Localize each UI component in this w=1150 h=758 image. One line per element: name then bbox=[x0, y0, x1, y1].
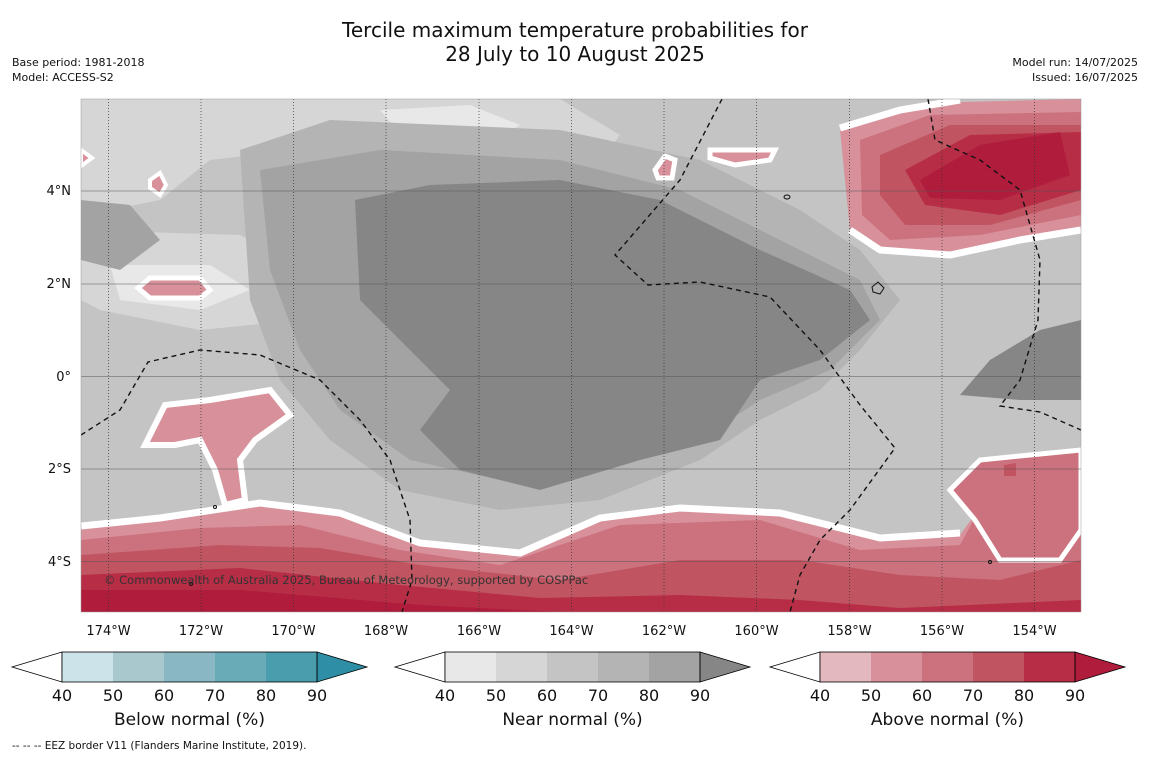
threshold-line-ne-south bbox=[848, 226, 1081, 259]
lon-axis: 174°W 172°W 170°W 168°W 166°W 164°W 162°… bbox=[86, 624, 1056, 639]
near-above-80-east bbox=[960, 320, 1081, 400]
colorbar-segment bbox=[820, 652, 871, 682]
threshold-line-ne bbox=[838, 99, 961, 132]
near-above-80-core bbox=[355, 180, 870, 490]
above-patch-edge bbox=[81, 147, 96, 169]
footnote: -- -- -- EEZ border V11 (Flanders Marine… bbox=[12, 740, 307, 752]
above-se-patch bbox=[946, 447, 1081, 563]
lon-label: 162°W bbox=[642, 624, 686, 639]
lat-axis: 4°N 2°N 0° 2°S 4°S bbox=[47, 184, 72, 570]
colorbar-tick-label: 50 bbox=[486, 686, 506, 705]
colorbar-tick-label: 40 bbox=[810, 686, 830, 705]
copyright-text: © Commonwealth of Australia 2025, Bureau… bbox=[104, 573, 588, 587]
colorbar-tick-label: 90 bbox=[1065, 686, 1085, 705]
meta-right: Model run: 14/07/2025 Issued: 16/07/2025 bbox=[1012, 55, 1138, 85]
lat-label: 4°S bbox=[48, 555, 71, 570]
probability-field: © Commonwealth of Australia 2025, Bureau… bbox=[81, 99, 1081, 612]
lat-label: 0° bbox=[56, 370, 71, 385]
colorbar-segment bbox=[445, 652, 496, 682]
model-name: Model: ACCESS-S2 bbox=[12, 71, 114, 84]
colorbar-min-extend bbox=[768, 651, 821, 683]
islands bbox=[189, 194, 992, 586]
above-patch-2n bbox=[134, 275, 214, 301]
colorbar-title: Below normal (%) bbox=[114, 710, 265, 730]
colorbar-tick-label: 40 bbox=[52, 686, 72, 705]
colorbar-frame bbox=[819, 651, 1076, 683]
lon-label: 160°W bbox=[734, 624, 778, 639]
threshold-line-south bbox=[81, 499, 961, 557]
colorbar-tick-label: 80 bbox=[256, 686, 276, 705]
colorbar-max-extend bbox=[316, 651, 369, 683]
colorbar-title: Above normal (%) bbox=[871, 710, 1024, 730]
colorbar-tick-label: 90 bbox=[690, 686, 710, 705]
colorbar-segment bbox=[598, 652, 649, 682]
colorbar-segment bbox=[496, 652, 547, 682]
meta-left: Base period: 1981-2018 Model: ACCESS-S2 bbox=[12, 55, 144, 85]
colorbar-tick-label: 50 bbox=[103, 686, 123, 705]
lat-label: 2°S bbox=[48, 462, 71, 477]
map-frame bbox=[80, 98, 1082, 613]
above-ne-80 bbox=[920, 132, 1070, 200]
above-west-lobe bbox=[140, 386, 295, 509]
near-70-80-west bbox=[81, 200, 160, 270]
colorbar-tick-label: 60 bbox=[537, 686, 557, 705]
above-patch-4n bbox=[148, 170, 169, 198]
model-run: Model run: 14/07/2025 bbox=[1012, 56, 1138, 69]
lon-label: 156°W bbox=[920, 624, 964, 639]
base-period: Base period: 1981-2018 bbox=[12, 56, 145, 69]
colorbar-tick-label: 70 bbox=[588, 686, 608, 705]
colorbar-frame bbox=[444, 651, 701, 683]
lat-label: 2°N bbox=[47, 277, 72, 292]
above-se-core bbox=[1004, 463, 1016, 476]
lon-label: 154°W bbox=[1012, 624, 1056, 639]
colorbar-min-extend bbox=[10, 651, 63, 683]
colorbar-segment bbox=[266, 652, 317, 682]
lon-label: 158°W bbox=[827, 624, 871, 639]
colorbar-segment bbox=[973, 652, 1024, 682]
colorbar-tick-label: 60 bbox=[154, 686, 174, 705]
colorbar-tick-label: 60 bbox=[912, 686, 932, 705]
colorbar-segment bbox=[547, 652, 598, 682]
colorbar-tick-label: 80 bbox=[639, 686, 659, 705]
colorbar-min-extend bbox=[393, 651, 446, 683]
lon-label: 164°W bbox=[549, 624, 593, 639]
map-title: Tercile maximum temperature probabilitie… bbox=[0, 18, 1150, 66]
colorbar-above: 40 50 60 70 80 90 Above normal (%) bbox=[768, 651, 1127, 730]
colorbar-tick-label: 70 bbox=[963, 686, 983, 705]
colorbar-tick-label: 90 bbox=[307, 686, 327, 705]
title-line-1: Tercile maximum temperature probabilitie… bbox=[342, 18, 808, 42]
colorbar-segment bbox=[113, 652, 164, 682]
colorbar-segment bbox=[215, 652, 266, 682]
lon-label: 166°W bbox=[457, 624, 501, 639]
above-patch-160w bbox=[707, 147, 780, 168]
colorbar-tick-label: 70 bbox=[205, 686, 225, 705]
colorbar-segment bbox=[164, 652, 215, 682]
lon-label: 168°W bbox=[364, 624, 408, 639]
colorbar-tick-label: 50 bbox=[861, 686, 881, 705]
parallels bbox=[81, 190, 1081, 562]
title-line-2: 28 July to 10 August 2025 bbox=[445, 42, 705, 66]
colorbar-segment bbox=[922, 652, 973, 682]
colorbar-near: 40 50 60 70 80 90 Near normal (%) bbox=[393, 651, 752, 730]
colorbar-segment bbox=[871, 652, 922, 682]
eez-borders bbox=[81, 99, 1081, 612]
colorbar-title: Near normal (%) bbox=[502, 710, 642, 730]
lon-label: 174°W bbox=[86, 624, 130, 639]
above-patch-162w bbox=[652, 152, 678, 181]
colorbar-frame bbox=[61, 651, 318, 683]
colorbar-tick-label: 80 bbox=[1014, 686, 1034, 705]
colorbar-max-extend bbox=[699, 651, 752, 683]
lon-label: 172°W bbox=[179, 624, 223, 639]
colorbar-segment bbox=[1024, 652, 1075, 682]
colorbars: 40 50 60 70 80 90 Below normal (%) 40 50 60 70 80 90… bbox=[10, 651, 1127, 730]
colorbar-segment bbox=[62, 652, 113, 682]
lon-label: 170°W bbox=[271, 624, 315, 639]
colorbar-below: 40 50 60 70 80 90 Below normal (%) bbox=[10, 651, 369, 730]
lat-label: 4°N bbox=[47, 184, 72, 199]
colorbar-segment bbox=[649, 652, 700, 682]
issued-date: Issued: 16/07/2025 bbox=[1031, 71, 1138, 84]
colorbar-max-extend bbox=[1074, 651, 1127, 683]
colorbar-tick-label: 40 bbox=[435, 686, 455, 705]
